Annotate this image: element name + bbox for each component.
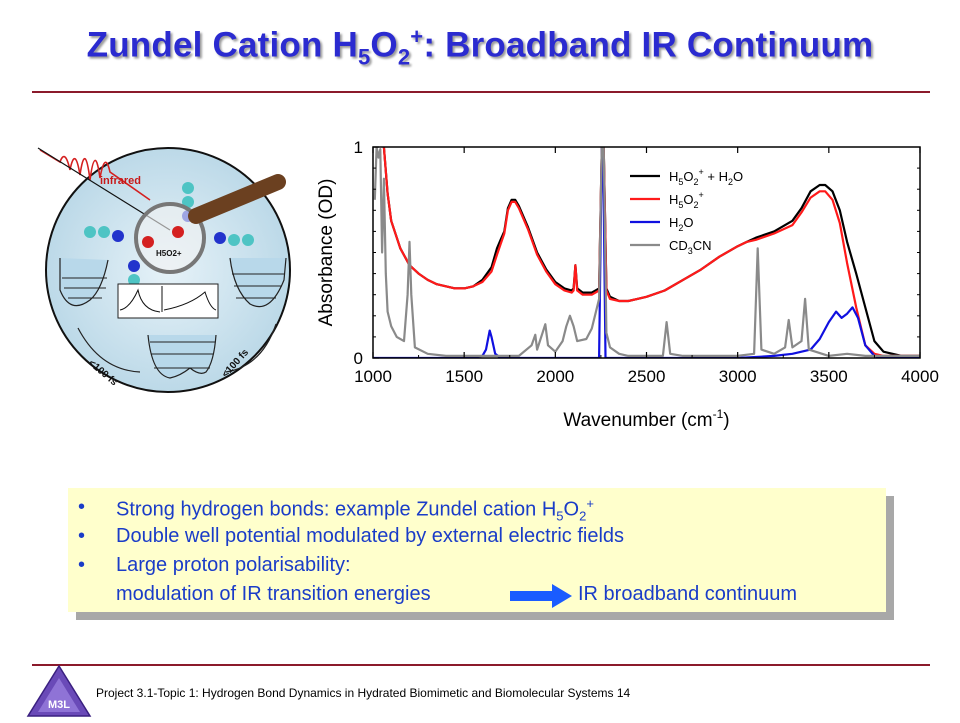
y-axis-label: Absorbance (OD) [316, 179, 337, 327]
series-line-3 [373, 147, 920, 357]
x-tick-label-5: 3500 [810, 367, 848, 386]
zundel-illustration: infrared H5O2+ <100 fs <100 fs [30, 140, 300, 405]
series-line-2 [373, 147, 920, 358]
legend-label-1: H5O2+ [669, 190, 704, 210]
potential-well-right [229, 257, 287, 308]
x-tick-label-0: 1000 [354, 367, 392, 386]
y-tick-label-0: 0 [354, 349, 363, 368]
x-tick-label-4: 3000 [719, 367, 757, 386]
series-line-0 [382, 147, 920, 357]
legend-label-0: H5O2+ + H2O [669, 167, 743, 187]
y-tick-label-1: 1 [354, 138, 363, 157]
slide-title: Zundel Cation H5O2+: Broadband IR Contin… [86, 24, 874, 70]
right-arrow-icon [510, 584, 572, 608]
svg-text:M3L: M3L [48, 699, 70, 711]
x-axis-label: Wavenumber (cm-1) [563, 407, 729, 431]
legend-label-2: H2O [669, 215, 694, 233]
infrared-label: infrared [100, 175, 141, 187]
x-tick-label-1: 1500 [445, 367, 483, 386]
m3l-logo: M3L [24, 664, 94, 723]
magnifier-icon [134, 202, 206, 274]
ir-spectrum-chart: 1000 1500 2000 2500 3000 3500 4000 0 1 Wavenumber… [300, 130, 950, 445]
infrared-pulse-icon [39, 149, 151, 201]
legend-label-3: CD3CN [669, 238, 712, 256]
footer-text: Project 3.1-Topic 1: Hydrogen Bond Dynam… [96, 686, 631, 700]
series-line-1 [382, 147, 920, 357]
plot-frame [372, 146, 921, 359]
x-tick-label-3: 2500 [628, 367, 666, 386]
potential-well-left [59, 258, 109, 307]
bullet-box: • Strong hydrogen bonds: example Zundel … [68, 488, 886, 612]
x-tick-label-6: 4000 [901, 367, 939, 386]
title-rule [32, 91, 930, 93]
footer-rule [32, 664, 930, 666]
x-tick-label-2: 2000 [536, 367, 574, 386]
ion-label: H5O2+ [156, 249, 182, 258]
